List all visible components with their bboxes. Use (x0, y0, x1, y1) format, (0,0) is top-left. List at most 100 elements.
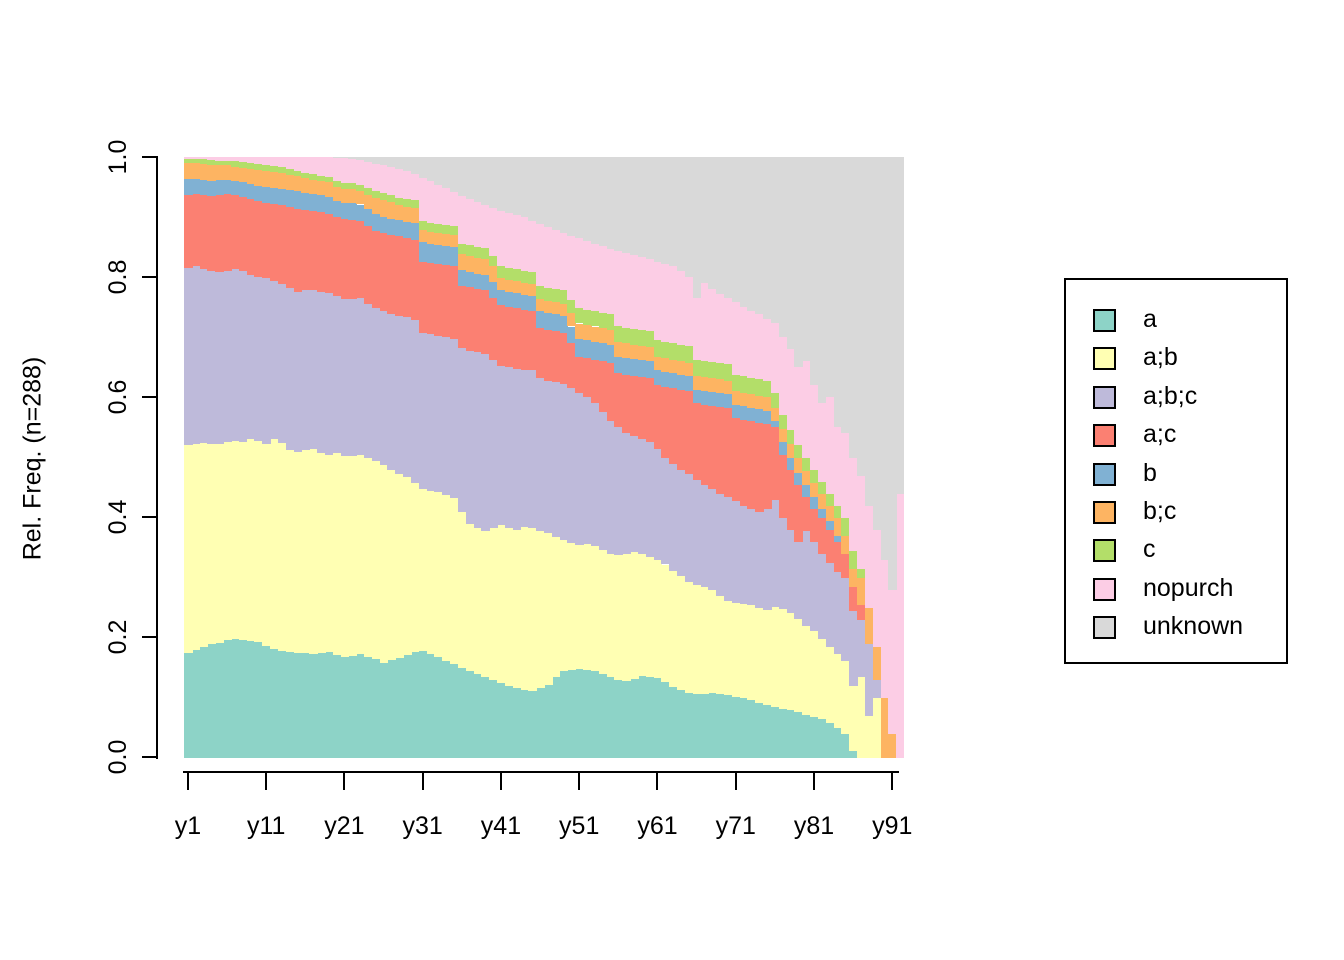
bar-segment (622, 681, 631, 758)
bar-segment (317, 181, 326, 196)
bar-segment (551, 536, 561, 677)
bar-segment (324, 196, 334, 214)
bar-segment (371, 214, 381, 231)
x-tick-label: y21 (324, 812, 365, 840)
bar-segment (465, 287, 475, 351)
legend-swatch-ac (1093, 424, 1116, 448)
bar-segment (661, 157, 670, 264)
bar-segment (896, 493, 904, 758)
bar-segment (403, 171, 412, 200)
bar-segment (481, 205, 490, 249)
legend-item-bc: b;c (1066, 494, 1286, 532)
bar-segment (387, 314, 396, 471)
bar-segment (677, 690, 686, 758)
bar-segment (864, 643, 874, 716)
bar-segment (277, 173, 287, 189)
bar-segment (653, 261, 663, 341)
bar-segment (606, 362, 616, 421)
bar-segment (583, 358, 592, 398)
bar-segment (434, 232, 443, 245)
bar-segment (817, 639, 827, 719)
bar-segment (504, 212, 514, 269)
bar-segment (731, 302, 741, 375)
bar-segment (324, 652, 334, 758)
bar-segment (786, 443, 796, 458)
bar-segment (810, 717, 819, 758)
bar-segment (763, 380, 772, 398)
bar-segment (434, 157, 443, 185)
bar-segment (637, 376, 647, 440)
bar-segment (583, 241, 592, 311)
bar-segment (825, 562, 835, 647)
bar-segment (622, 343, 631, 358)
bar-segment (817, 493, 827, 509)
bar-segment (442, 660, 451, 758)
bar-segment (590, 359, 600, 404)
bar-segment (301, 178, 310, 194)
bar-segment (324, 182, 334, 197)
bar-segment (293, 291, 303, 452)
bar-segment (340, 657, 350, 758)
bar-segment (395, 205, 404, 221)
x-tick-label: y71 (715, 812, 756, 840)
bar-segment (598, 412, 608, 551)
bar-segment (489, 528, 498, 680)
x-tick (656, 771, 659, 790)
bar-segment (309, 179, 318, 195)
bar-segment (356, 654, 365, 758)
x-tick-label: y1 (174, 812, 202, 840)
bar-segment (794, 367, 803, 446)
bar-segment (770, 392, 780, 409)
bar-segment (223, 640, 232, 758)
bar-segment (731, 602, 741, 697)
bar-segment (614, 326, 623, 343)
bar-segment (708, 289, 717, 362)
bar-segment (410, 223, 420, 240)
bar-segment (794, 445, 803, 458)
y-tick-label: 0.2 (104, 619, 132, 655)
bar-segment (497, 682, 506, 758)
bar-segment (551, 314, 561, 332)
bar-segment (270, 157, 279, 167)
bar-segment (817, 553, 827, 640)
bar-segment (817, 481, 827, 494)
bar-segment (395, 316, 404, 474)
bar-segment (246, 169, 256, 185)
bar-segment (403, 317, 412, 478)
bar-segment (497, 305, 506, 366)
bar-segment (786, 529, 796, 613)
bar-segment (512, 530, 522, 688)
bar-segment (637, 330, 647, 346)
bar-segment (630, 157, 639, 255)
bar-segment (184, 157, 193, 159)
bar-segment (841, 660, 850, 734)
bar-segment (262, 646, 271, 758)
bar-segment (348, 189, 357, 204)
legend-label: nopurch (1143, 573, 1234, 602)
y-tick (142, 756, 157, 758)
bar-segment (520, 526, 530, 690)
bar-segment (551, 381, 561, 537)
bar-segment (199, 179, 209, 195)
bar-segment (230, 639, 240, 758)
bar-segment (684, 391, 694, 475)
bar-segment (481, 290, 490, 354)
bar-segment (379, 233, 389, 312)
bar-segment (426, 231, 436, 244)
bar-segment (254, 185, 263, 202)
bar-segment (426, 333, 436, 491)
bar-segment (794, 157, 803, 368)
bar-segment (677, 157, 686, 272)
bar-segment (692, 693, 702, 758)
bar-segment (504, 527, 514, 686)
bar-segment (786, 709, 796, 758)
bar-segment (724, 694, 733, 758)
bar-segment (277, 157, 287, 168)
bar-segment (739, 420, 749, 506)
bar-segment (379, 157, 389, 166)
bar-segment (857, 619, 866, 677)
bar-segment (669, 463, 678, 571)
y-axis-title: Rel. Freq. (n=288) (18, 356, 47, 561)
bar-segment (544, 533, 553, 685)
bar-segment (512, 308, 522, 369)
